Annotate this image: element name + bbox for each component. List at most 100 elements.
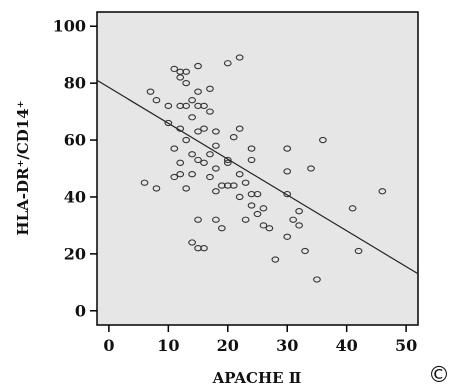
x-tick-label-30: 30 [276, 336, 298, 355]
data-point-16 [182, 79, 191, 87]
data-point-36 [206, 85, 214, 92]
data-point-11 [176, 102, 185, 110]
data-point-74 [295, 208, 303, 215]
y-axis-title: HLA-DR⁺/CD14⁺ [14, 100, 32, 235]
data-point-76 [301, 247, 309, 255]
x-axis-title: APACHE Ⅱ [212, 369, 302, 385]
data-point-72 [283, 233, 292, 240]
data-point-50 [223, 182, 232, 189]
y-axis: 0 20 40 60 80 100 [53, 17, 97, 320]
data-point-59 [247, 145, 256, 152]
data-point-81 [354, 247, 363, 255]
x-tick-label-0: 0 [103, 336, 114, 355]
y-tick-label-40: 40 [64, 187, 86, 206]
data-point-62 [247, 202, 256, 209]
data-point-40 [212, 128, 220, 135]
y-tick-label-80: 80 [64, 74, 86, 93]
data-point-80 [348, 205, 357, 212]
data-point-5 [164, 119, 173, 127]
data-point-69 [283, 145, 292, 152]
data-point-70 [283, 168, 292, 175]
data-point-26 [194, 88, 202, 95]
data-point-1 [146, 88, 155, 95]
data-point-35 [200, 245, 208, 252]
data-point-21 [188, 114, 196, 121]
data-point-61 [247, 190, 256, 198]
x-tick-label-50: 50 [395, 336, 417, 355]
data-point-51 [229, 134, 238, 141]
data-point-3 [152, 185, 161, 192]
data-point-73 [289, 216, 298, 223]
data-point-58 [241, 216, 250, 223]
scatter-points [140, 54, 387, 283]
data-point-52 [229, 182, 238, 189]
data-point-20 [188, 97, 196, 104]
data-point-63 [253, 190, 262, 198]
data-point-38 [206, 151, 214, 158]
data-point-27 [194, 102, 202, 110]
data-point-13 [176, 159, 185, 166]
data-point-54 [235, 125, 244, 132]
data-point-67 [265, 225, 274, 232]
data-point-55 [235, 171, 244, 178]
data-point-28 [194, 128, 202, 135]
data-point-48 [223, 156, 232, 164]
data-point-23 [188, 171, 196, 178]
data-point-60 [247, 156, 256, 164]
data-point-46 [217, 225, 226, 232]
data-point-64 [253, 210, 262, 218]
data-point-29 [194, 156, 202, 164]
x-tick-label-40: 40 [336, 336, 358, 355]
x-axis: 0 10 20 30 40 50 [103, 325, 417, 355]
data-point-32 [200, 102, 208, 110]
data-point-47 [223, 60, 232, 67]
y-tick-label-100: 100 [53, 17, 86, 36]
plot-area [96, 11, 419, 326]
y-tick-label-60: 60 [64, 131, 86, 150]
y-tick-label-0: 0 [75, 301, 86, 320]
regression-line-group [96, 79, 419, 275]
data-point-68 [271, 256, 280, 263]
data-point-30 [194, 216, 202, 223]
x-tick-label-10: 10 [157, 336, 179, 355]
data-point-0 [140, 179, 149, 186]
data-point-7 [170, 145, 179, 152]
data-point-33 [200, 125, 208, 132]
data-point-18 [182, 136, 191, 144]
data-point-6 [170, 65, 179, 73]
data-point-53 [235, 54, 244, 61]
data-point-45 [217, 182, 226, 189]
data-point-22 [188, 151, 196, 158]
data-point-19 [182, 185, 191, 192]
data-point-37 [206, 108, 214, 115]
data-point-10 [176, 74, 185, 81]
data-point-31 [194, 245, 202, 252]
data-point-77 [307, 165, 315, 172]
y-tick-label-20: 20 [64, 244, 86, 263]
data-point-2 [152, 97, 161, 104]
data-point-24 [188, 239, 196, 246]
data-point-42 [212, 165, 220, 172]
copyright-mark: © [428, 363, 450, 385]
data-point-4 [164, 102, 173, 110]
data-point-57 [241, 179, 250, 186]
regression-line [96, 79, 419, 275]
data-point-44 [212, 216, 220, 223]
data-point-71 [283, 190, 292, 198]
data-point-66 [259, 222, 268, 229]
data-point-25 [194, 62, 202, 70]
data-point-41 [212, 142, 220, 149]
data-point-43 [212, 188, 220, 195]
data-point-39 [206, 173, 214, 181]
data-point-34 [200, 159, 208, 166]
data-point-82 [378, 188, 387, 195]
data-point-56 [235, 193, 244, 201]
data-point-14 [176, 171, 185, 178]
data-point-17 [182, 102, 191, 110]
data-point-65 [259, 205, 268, 212]
data-point-75 [295, 222, 303, 229]
data-point-8 [170, 173, 179, 181]
x-tick-label-20: 20 [217, 336, 239, 355]
